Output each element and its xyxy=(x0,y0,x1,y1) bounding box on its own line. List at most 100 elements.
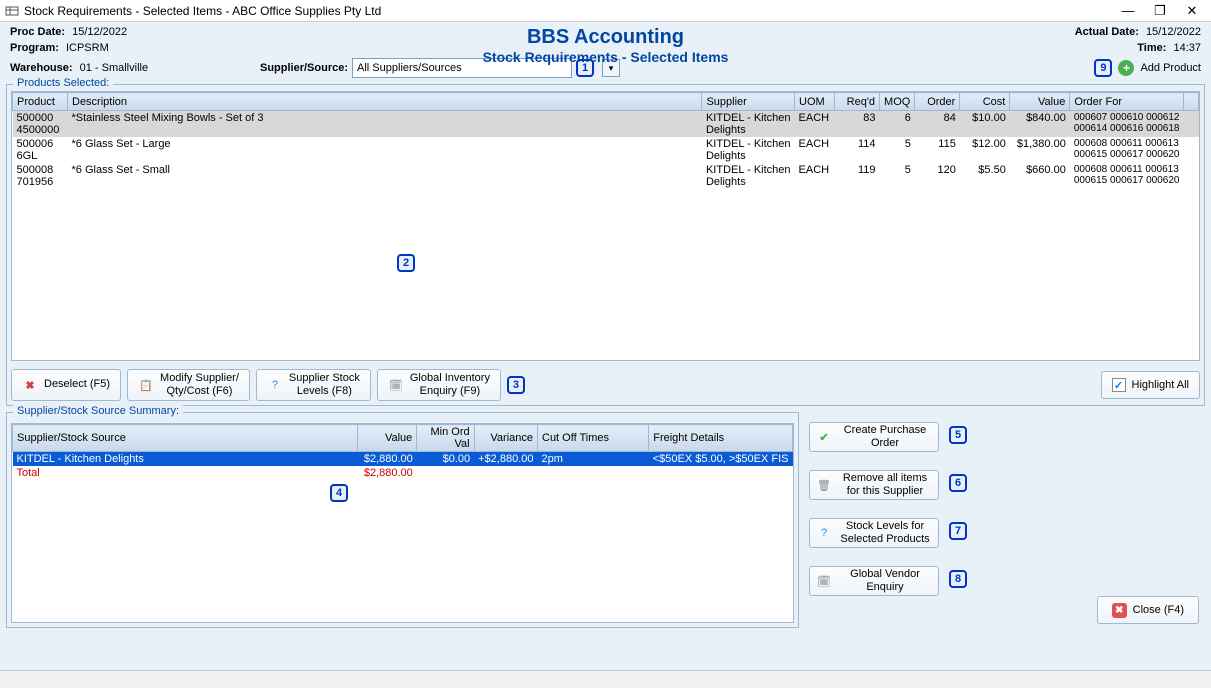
badge-5: 5 xyxy=(949,426,967,444)
global-vendor-button[interactable]: 🗓 Global Vendor Enquiry xyxy=(809,566,939,596)
col-scroll xyxy=(1184,93,1199,111)
global-inv-icon: 🗓 xyxy=(388,377,404,393)
create-po-button[interactable]: ✔ Create Purchase Order xyxy=(809,422,939,452)
time-label: Time: xyxy=(1137,42,1166,54)
table-row[interactable]: KITDEL - Kitchen Delights$2,880.00$0.00+… xyxy=(13,452,793,467)
create-po-label: Create Purchase Order xyxy=(838,424,932,449)
supplier-stock-levels-button[interactable]: ? Supplier Stock Levels (F8) xyxy=(256,369,371,401)
vendor-icon: 🗓 xyxy=(816,573,832,589)
help-icon: ? xyxy=(816,525,832,541)
scol-value[interactable]: Value xyxy=(357,425,417,452)
supplier-summary-area: Supplier/Stock Source Summary: Supplier/… xyxy=(6,412,1205,628)
highlight-all-label: Highlight All xyxy=(1132,379,1189,391)
program-label: Program: xyxy=(10,42,59,54)
badge-column: 5 6 7 8 xyxy=(949,412,975,628)
supplier-table-area: Supplier/Stock Source Summary: Supplier/… xyxy=(6,412,799,628)
plus-icon[interactable]: + xyxy=(1118,60,1134,76)
supplier-source-value: All Suppliers/Sources xyxy=(357,62,462,74)
deselect-button[interactable]: ✖ Deselect (F5) xyxy=(11,369,121,401)
col-product[interactable]: Product xyxy=(13,93,68,111)
warehouse-value: 01 - Smallville xyxy=(80,62,148,74)
side-buttons: ✔ Create Purchase Order 🗑 Remove all ite… xyxy=(809,412,939,628)
product-table-header: Product Description Supplier UOM Req'd M… xyxy=(13,93,1199,111)
stock-levels-label: Supplier Stock Levels (F8) xyxy=(289,372,360,398)
product-table-wrap: Product Description Supplier UOM Req'd M… xyxy=(11,91,1200,361)
total-row: Total$2,880.00 xyxy=(13,466,793,480)
badge-3: 3 xyxy=(507,376,525,394)
badge-7: 7 xyxy=(949,522,967,540)
scol-freight[interactable]: Freight Details xyxy=(649,425,793,452)
close-icon: ✖ xyxy=(1112,603,1127,618)
program-value: ICPSRM xyxy=(66,42,109,54)
supplier-table-header: Supplier/Stock Source Value Min Ord Val … xyxy=(13,425,793,452)
table-row[interactable]: 5000066GL*6 Glass Set - LargeKITDEL - Ki… xyxy=(13,137,1199,163)
remove-items-label: Remove all items for this Supplier xyxy=(838,472,932,497)
close-button[interactable]: ✖ Close (F4) xyxy=(1097,596,1199,624)
products-legend: Products Selected: xyxy=(13,77,113,89)
col-description[interactable]: Description xyxy=(68,93,702,111)
badge-4: 4 xyxy=(330,484,348,502)
time-value: 14:37 xyxy=(1173,42,1201,54)
app-icon xyxy=(4,3,20,19)
close-area: ✖ Close (F4) xyxy=(985,412,1205,628)
app-title: BBS Accounting xyxy=(483,26,729,49)
badge-6: 6 xyxy=(949,474,967,492)
badge-2: 2 xyxy=(397,254,415,272)
highlight-all-checkbox[interactable]: ✓ xyxy=(1112,378,1126,392)
product-button-row: ✖ Deselect (F5) 📋 Modify Supplier/ Qty/C… xyxy=(11,369,1200,401)
badge-8: 8 xyxy=(949,570,967,588)
supplier-table[interactable]: Supplier/Stock Source Value Min Ord Val … xyxy=(12,424,793,480)
header-section: Proc Date: 15/12/2022 Program: ICPSRM BB… xyxy=(0,22,1211,84)
close-window-button[interactable]: ✕ xyxy=(1183,3,1201,19)
global-inv-label: Global Inventory Enquiry (F9) xyxy=(410,372,490,398)
stock-levels-selected-button[interactable]: ? Stock Levels for Selected Products xyxy=(809,518,939,548)
global-vendor-label: Global Vendor Enquiry xyxy=(838,568,932,593)
stock-levels-selected-label: Stock Levels for Selected Products xyxy=(838,520,932,545)
actual-date-label: Actual Date: xyxy=(1075,26,1139,38)
proc-date-label: Proc Date: xyxy=(10,26,65,38)
col-reqd[interactable]: Req'd xyxy=(835,93,880,111)
col-supplier[interactable]: Supplier xyxy=(702,93,795,111)
table-row[interactable]: 500008701956*6 Glass Set - SmallKITDEL -… xyxy=(13,163,1199,189)
scol-variance[interactable]: Variance xyxy=(474,425,537,452)
warehouse-label: Warehouse: xyxy=(10,62,73,74)
col-order[interactable]: Order xyxy=(915,93,960,111)
deselect-label: Deselect (F5) xyxy=(44,378,110,391)
modify-icon: 📋 xyxy=(138,377,154,393)
global-inventory-button[interactable]: 🗓 Global Inventory Enquiry (F9) xyxy=(377,369,501,401)
minimize-button[interactable]: — xyxy=(1119,3,1137,19)
product-table[interactable]: Product Description Supplier UOM Req'd M… xyxy=(12,92,1199,189)
window-title: Stock Requirements - Selected Items - AB… xyxy=(24,4,1119,18)
col-order-for[interactable]: Order For xyxy=(1070,93,1184,111)
badge-9: 9 xyxy=(1094,59,1112,77)
check-icon: ✔ xyxy=(816,429,832,445)
maximize-button[interactable]: ❐ xyxy=(1151,3,1169,19)
highlight-all-button[interactable]: ✓ Highlight All xyxy=(1101,371,1200,399)
titlebar: Stock Requirements - Selected Items - AB… xyxy=(0,0,1211,22)
actual-date-value: 15/12/2022 xyxy=(1146,26,1201,38)
col-moq[interactable]: MOQ xyxy=(880,93,915,111)
products-fieldset: Products Selected: Product Description S… xyxy=(6,84,1205,406)
modify-supplier-button[interactable]: 📋 Modify Supplier/ Qty/Cost (F6) xyxy=(127,369,250,401)
statusbar xyxy=(0,670,1211,688)
col-uom[interactable]: UOM xyxy=(795,93,835,111)
proc-date-value: 15/12/2022 xyxy=(72,26,127,38)
trash-icon: 🗑 xyxy=(816,477,832,493)
supplier-table-wrap: Supplier/Stock Source Value Min Ord Val … xyxy=(11,423,794,623)
close-label: Close (F4) xyxy=(1133,604,1184,616)
scol-source[interactable]: Supplier/Stock Source xyxy=(13,425,358,452)
remove-items-button[interactable]: 🗑 Remove all items for this Supplier xyxy=(809,470,939,500)
supplier-source-label: Supplier/Source: xyxy=(260,62,348,74)
scol-min-ord[interactable]: Min Ord Val xyxy=(417,425,474,452)
scol-cut-off[interactable]: Cut Off Times xyxy=(538,425,649,452)
modify-label: Modify Supplier/ Qty/Cost (F6) xyxy=(160,372,239,398)
stock-levels-icon: ? xyxy=(267,377,283,393)
window-controls: — ❐ ✕ xyxy=(1119,3,1201,19)
table-row[interactable]: 5000004500000*Stainless Steel Mixing Bow… xyxy=(13,111,1199,138)
deselect-icon: ✖ xyxy=(22,377,38,393)
col-value[interactable]: Value xyxy=(1010,93,1070,111)
col-cost[interactable]: Cost xyxy=(960,93,1010,111)
add-product-button[interactable]: Add Product xyxy=(1140,62,1201,74)
supplier-legend: Supplier/Stock Source Summary: xyxy=(13,405,183,417)
app-subtitle: Stock Requirements - Selected Items xyxy=(483,49,729,65)
